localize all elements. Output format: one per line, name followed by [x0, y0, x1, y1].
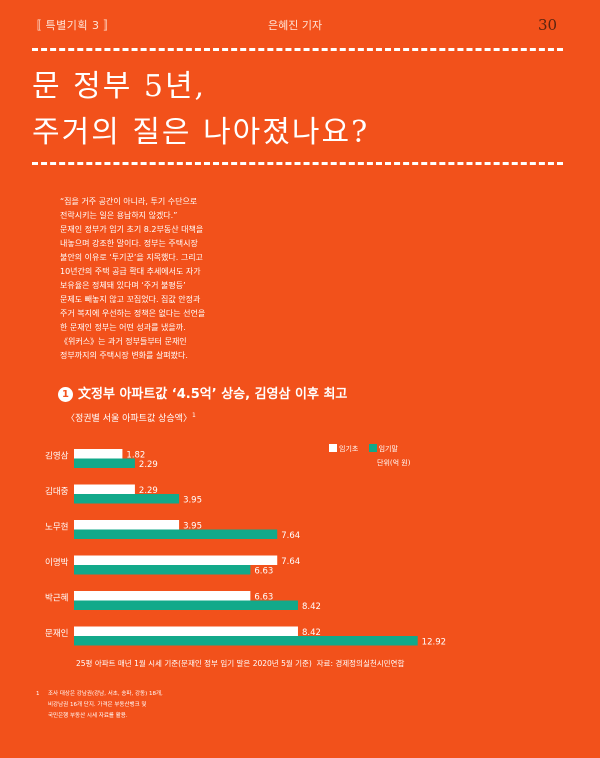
- lead-line: 10년간의 주택 공급 확대 추세에서도 자가: [60, 267, 201, 276]
- page-number: 30: [538, 16, 558, 34]
- bar: [74, 591, 251, 601]
- legend-label-end: 임기말: [378, 445, 398, 453]
- footnote-marker: 1: [191, 412, 196, 419]
- footnote-line: 조사 대상은 강남권(강남, 서초, 송파, 강동) 18개,: [48, 691, 163, 697]
- chart-legend: 임기초 임기말 단위(억 원): [329, 444, 410, 468]
- lead-line: 내놓으며 강조한 말이다. 정부는 주택시장: [60, 239, 198, 248]
- bar: [74, 520, 180, 530]
- bar: [74, 555, 278, 565]
- lead-line: 문재인 정부가 임기 초기 8.2부동산 대책을: [60, 225, 204, 234]
- footnote-line: 비강남권 16개 단지. 가격은 부동산뱅크 및: [48, 702, 147, 708]
- page-title: 문 정부 5년, 주거의 질은 나아졌나요?: [32, 64, 369, 156]
- bar: [74, 458, 135, 468]
- lead-line: 정부까지의 주택시장 변화를 살펴봤다.: [60, 351, 188, 360]
- lead-line: 주거 복지에 우선하는 정책은 없다는 선언을: [60, 309, 206, 318]
- reporter-name: 은혜진 기자: [268, 19, 323, 32]
- category-label: 김영삼: [45, 451, 69, 462]
- bar: [74, 449, 123, 459]
- title-divider-top: [32, 48, 563, 51]
- legend-label-start: 임기초: [339, 445, 359, 453]
- lead-line: 한 문재인 정부는 어떤 성과를 냈을까.: [60, 323, 186, 332]
- bar: [74, 494, 180, 504]
- data-label: 2.29: [139, 486, 158, 496]
- bar: [74, 600, 298, 610]
- lead-line: 전락시키는 일은 용납하지 않겠다.”: [60, 211, 178, 220]
- section-heading-text: 文정부 아파트값 ‘4.5억’ 상승, 김영삼 이후 최고: [78, 387, 348, 402]
- category-label: 박근혜: [45, 593, 68, 604]
- data-label: 1.82: [126, 451, 145, 461]
- bar: [74, 565, 251, 575]
- lead-paragraph: “집을 거주 공간이 아니라, 투기 수단으로 전락시키는 일은 용납하지 않겠…: [60, 195, 300, 363]
- legend-swatch-start: [329, 444, 337, 452]
- data-label: 6.63: [254, 567, 273, 577]
- footnote-number: 1: [36, 691, 40, 697]
- chart-subtitle: 〈정권별 서울 아파트값 상승액〉1: [66, 411, 196, 424]
- data-label: 8.42: [302, 628, 321, 638]
- title-divider-bottom: [32, 162, 563, 165]
- footnote: 1 조사 대상은 강남권(강남, 서초, 송파, 강동) 18개, 비강남권 1…: [36, 689, 236, 722]
- data-label: 3.95: [183, 522, 202, 532]
- section-tag: 〚 특별기획 3 〛: [30, 19, 115, 32]
- bar: [74, 484, 135, 494]
- lead-line: “집을 거주 공간이 아니라, 투기 수단으로: [60, 197, 198, 206]
- category-label: 이명박: [45, 557, 69, 568]
- bar: [74, 626, 298, 636]
- data-label: 2.29: [139, 460, 158, 470]
- chart-notes: 25평 아파트 매년 1월 시세 기준(문재인 정부 임기 말은 2020년 5…: [76, 658, 404, 669]
- title-line-1: 문 정부 5년,: [32, 69, 207, 104]
- lead-line: 불안의 이유로 ‘투기꾼’을 지목했다. 그리고: [60, 253, 203, 262]
- data-label: 7.64: [281, 531, 300, 541]
- category-label: 김대중: [45, 486, 69, 497]
- legend-swatch-end: [368, 444, 377, 452]
- data-label: 6.63: [254, 593, 273, 603]
- data-label: 7.64: [281, 557, 300, 567]
- chart-subtitle-text: 〈정권별 서울 아파트값 상승액〉: [66, 414, 192, 424]
- chart-source: 자료: 경제정의실천시민연합: [316, 659, 405, 668]
- data-label: 3.95: [183, 496, 202, 506]
- bar: [74, 636, 418, 646]
- data-label: 12.92: [422, 638, 446, 648]
- chart-unit: 단위(억 원): [377, 459, 411, 467]
- chart-basis-note: 25평 아파트 매년 1월 시세 기준(문재인 정부 임기 말은 2020년 5…: [76, 659, 312, 668]
- lead-line: 《위커스》는 과거 정부들부터 문재인: [60, 337, 187, 346]
- section-number-badge: 1: [58, 387, 73, 402]
- title-line-2: 주거의 질은 나아졌나요?: [32, 115, 370, 150]
- lead-line: 문제도 빼놓지 않고 꼬집었다. 집값 안정과: [60, 295, 201, 304]
- footnote-line: 국민은행 부동산 시세 자료를 활용.: [48, 713, 128, 719]
- section-heading: 1 文정부 아파트값 ‘4.5억’ 상승, 김영삼 이후 최고: [58, 383, 347, 402]
- bar: [74, 529, 278, 539]
- lead-line: 보유율은 정체돼 있다며 ‘주거 불평등’: [60, 281, 186, 290]
- data-label: 8.42: [302, 602, 321, 612]
- category-label: 노무현: [45, 523, 68, 533]
- category-label: 문재인: [45, 628, 68, 639]
